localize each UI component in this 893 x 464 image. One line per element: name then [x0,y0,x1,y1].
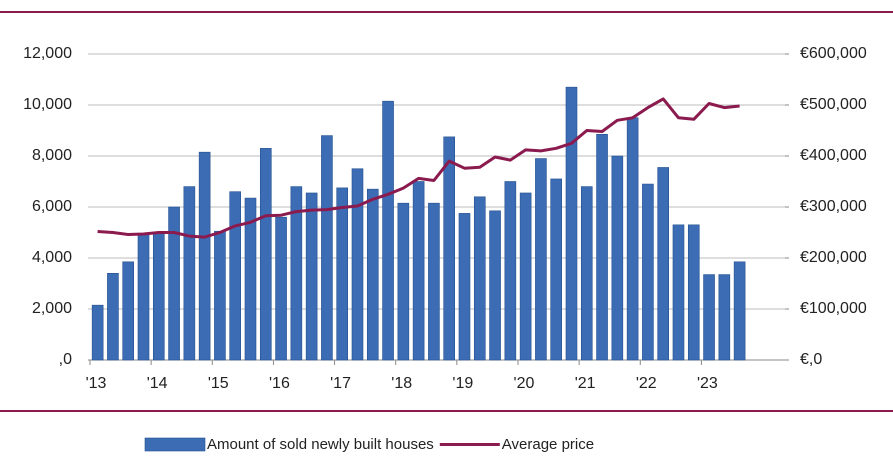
bar [137,233,150,361]
y-tick-label: 8,000 [32,147,72,164]
x-tick-label: '15 [208,375,229,392]
bar [657,167,669,361]
y-tick-label: 4,000 [32,249,72,266]
y2-tick-label: €,0 [800,351,822,368]
y2-tick-label: €200,000 [800,249,867,266]
bar [687,224,700,361]
bar [107,272,119,361]
bar [519,192,532,361]
bar [198,151,211,361]
y-tick-label: 12,000 [23,45,72,62]
bar [183,186,196,361]
bar [91,304,104,361]
bar [397,202,410,361]
bar [611,155,624,361]
bar [718,274,731,361]
bar [168,206,180,361]
bar [244,197,257,361]
bar [305,192,318,361]
bar [473,196,486,361]
bar [321,135,333,361]
x-tick-label: '20 [514,375,535,392]
bar [672,224,685,361]
legend: Amount of sold newly built houses Average… [144,436,594,453]
bar [412,181,425,361]
x-tick-label: '21 [575,375,596,392]
y2-tick-label: €400,000 [800,147,867,164]
y2-tick-label: €100,000 [800,300,867,317]
bar [550,178,562,361]
bar [703,274,715,361]
x-tick-label: '13 [86,375,107,392]
bar [290,186,303,361]
legend-label: Amount of sold newly built houses [207,436,434,453]
bar [229,191,242,361]
legend-swatch [144,437,206,452]
x-tick-label: '16 [269,375,290,392]
price-line [97,97,740,239]
bar [458,213,471,361]
bar [535,158,547,361]
bar [275,216,287,361]
bar [428,202,440,361]
y-tick-label: 10,000 [23,96,72,113]
bar [596,134,608,361]
y2-tick-label: €300,000 [800,198,867,215]
x-tick-label: '19 [452,375,473,392]
bar [259,148,272,361]
bar [733,261,746,361]
bar [580,186,593,361]
bar [504,181,517,361]
x-tick-label: '17 [330,375,351,392]
bar [351,168,364,361]
bar [565,86,578,361]
x-tick-label: '14 [147,375,168,392]
y2-tick-label: €500,000 [800,96,867,113]
y-tick-label: 6,000 [32,198,72,215]
x-tick-label: '23 [697,375,718,392]
bar [152,233,165,361]
x-tick-label: '18 [391,375,412,392]
legend-label: Average price [502,436,594,453]
bar [443,136,455,361]
bar [642,183,654,361]
bar [489,210,501,361]
bar [122,261,135,361]
bar [214,230,226,361]
bar [382,100,394,361]
y-tick-label: 2,000 [32,300,72,317]
bar [336,187,349,361]
bar [626,117,639,361]
y-tick-label: ,0 [59,351,72,368]
x-tick-label: '22 [636,375,657,392]
y2-tick-label: €600,000 [800,45,867,62]
bar [366,188,379,361]
